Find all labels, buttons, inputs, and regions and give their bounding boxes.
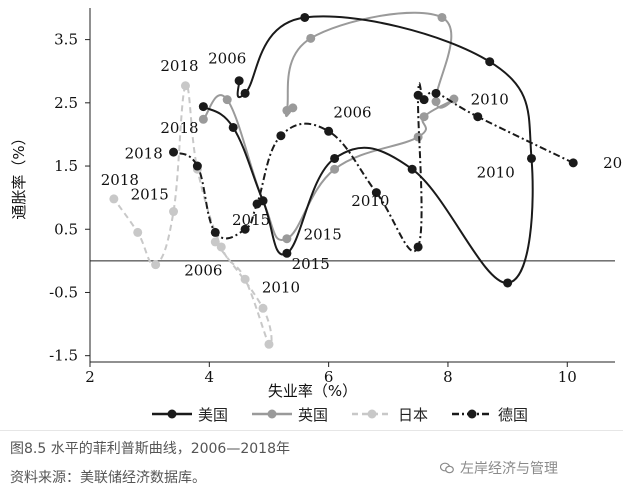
data-point-3 — [169, 147, 179, 157]
data-point-2 — [151, 260, 161, 270]
figure-caption: 图8.5 水平的菲利普斯曲线，2006—2018年 — [10, 441, 290, 457]
year-annotation: 2010 — [471, 91, 509, 109]
watermark: 左岸经济与管理 — [440, 458, 558, 478]
data-point-3 — [240, 224, 250, 234]
data-point-2 — [216, 242, 226, 252]
data-point-1 — [306, 33, 316, 43]
year-annotation: 2015 — [131, 185, 169, 203]
data-point-0 — [330, 153, 340, 163]
legend-label: 日本 — [398, 405, 429, 424]
data-point-3 — [371, 188, 381, 198]
data-point-2 — [180, 81, 190, 91]
data-point-3 — [413, 90, 423, 100]
year-annotation: 2018 — [160, 57, 198, 75]
year-annotation: 2015 — [304, 225, 342, 243]
legend-label: 德国 — [498, 405, 529, 424]
year-annotation: 2006 — [333, 103, 371, 121]
data-point-0 — [228, 122, 238, 132]
phillips-curve-figure: 2 4 6 8 10 -1.5 -0.5 0.5 1.5 2.5 3.5 失业率（%） 通胀率（%） 20… — [10, 8, 623, 400]
year-annotation: 2010 — [351, 192, 389, 210]
y-tick-label: 2.5 — [54, 94, 78, 112]
year-annotation: 2006 — [603, 154, 623, 172]
x-tick-label: 4 — [205, 368, 215, 386]
data-point-3 — [210, 227, 220, 237]
legend-label: 英国 — [298, 405, 329, 424]
data-point-2 — [210, 237, 220, 247]
wechat-icon — [440, 462, 454, 474]
year-annotation: 2018 — [101, 171, 139, 189]
data-point-1 — [222, 95, 232, 105]
data-point-3 — [276, 131, 286, 141]
year-annotation: 2018 — [160, 119, 198, 137]
data-point-3 — [413, 242, 423, 252]
watermark-text: 左岸经济与管理 — [460, 461, 558, 477]
figure-source: 资料来源：美联储经济数据库。 — [10, 470, 206, 486]
year-annotation: 2018 — [125, 144, 163, 162]
y-axis-label: 通胀率（%） — [10, 130, 28, 219]
x-axis-label: 失业率（%） — [268, 382, 357, 400]
data-point-3 — [473, 112, 483, 122]
year-annotation: 2006 — [208, 50, 246, 68]
data-point-3 — [568, 158, 578, 168]
data-point-0 — [282, 248, 292, 258]
data-point-2 — [258, 303, 268, 313]
data-point-3 — [431, 88, 441, 98]
x-tick-label: 6 — [324, 368, 334, 386]
legend-label: 美国 — [198, 405, 229, 424]
data-point-1 — [282, 105, 292, 115]
x-tick-label: 10 — [558, 368, 577, 386]
chart-canvas: 2 4 6 8 10 -1.5 -0.5 0.5 1.5 2.5 3.5 失业率（%） 通胀率（%） 20… — [10, 8, 623, 400]
legend-item: 日本 — [350, 404, 428, 425]
y-tick-label: 0.5 — [54, 220, 78, 238]
y-tick-label: -1.5 — [49, 347, 78, 365]
legend-swatch — [352, 409, 393, 419]
x-tick-label: 8 — [443, 368, 453, 386]
data-point-1 — [198, 114, 208, 124]
data-point-2 — [133, 227, 143, 237]
data-point-1 — [282, 234, 292, 244]
data-point-0 — [526, 153, 536, 163]
legend-swatch — [452, 409, 493, 419]
year-annotation: 2015 — [292, 255, 330, 273]
data-point-2 — [109, 194, 119, 204]
data-point-2 — [240, 274, 250, 284]
y-tick-label: 1.5 — [54, 157, 78, 175]
data-point-0 — [407, 164, 417, 174]
data-point-3 — [192, 161, 202, 171]
year-annotation: 2010 — [477, 163, 515, 181]
x-tick-label: 2 — [85, 368, 95, 386]
year-annotation: 2015 — [232, 211, 270, 229]
data-point-0 — [240, 88, 250, 98]
data-point-1 — [330, 164, 340, 174]
data-point-2 — [264, 339, 274, 349]
data-point-2 — [169, 207, 179, 217]
year-annotation: 2010 — [262, 278, 300, 296]
data-point-0 — [198, 102, 208, 112]
chart-legend: 美国 英国 日本 德国 — [150, 404, 528, 424]
legend-swatch — [152, 409, 192, 419]
series-line-1 — [202, 11, 455, 242]
divider — [0, 430, 623, 431]
data-point-1 — [413, 132, 423, 142]
series-line-0 — [202, 15, 534, 285]
data-point-1 — [431, 97, 441, 107]
data-point-0 — [300, 12, 310, 22]
year-annotation: 2006 — [184, 261, 222, 279]
legend-item: 德国 — [450, 404, 528, 425]
data-point-1 — [419, 112, 429, 122]
y-tick-label: 3.5 — [54, 31, 78, 49]
data-point-1 — [437, 12, 447, 22]
data-point-0 — [503, 278, 513, 288]
legend-swatch — [252, 409, 293, 419]
data-point-0 — [485, 57, 495, 67]
y-tick-label: -0.5 — [49, 283, 78, 301]
data-point-0 — [258, 196, 268, 206]
data-point-0 — [234, 76, 244, 86]
legend-item: 美国 — [150, 404, 228, 425]
data-point-3 — [324, 126, 334, 136]
legend-item: 英国 — [250, 404, 328, 425]
